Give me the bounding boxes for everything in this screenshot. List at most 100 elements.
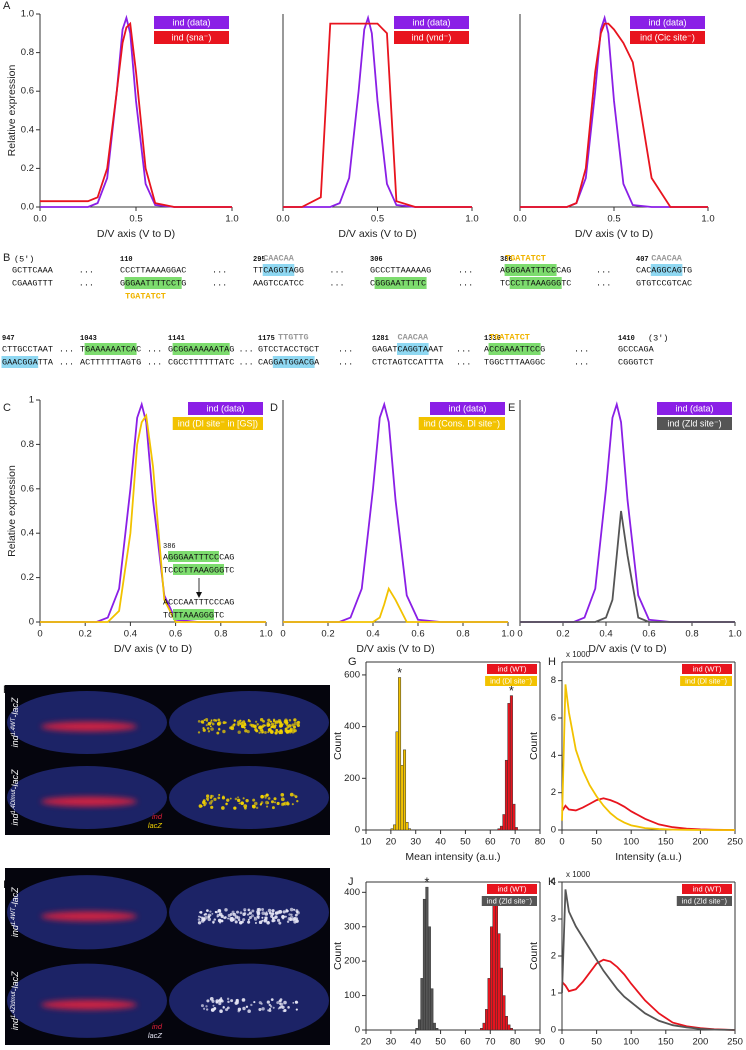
reporter: -lacZ bbox=[10, 769, 20, 790]
lacz-stain bbox=[258, 1001, 262, 1005]
histogram-bar bbox=[432, 1022, 436, 1031]
lacz-stain bbox=[200, 916, 204, 919]
lacz-stain bbox=[233, 806, 237, 810]
y-axis-label: Count bbox=[528, 942, 540, 970]
lacz-stain bbox=[293, 725, 296, 729]
sequence-segment: GATGGACG bbox=[273, 357, 314, 367]
histogram-bar bbox=[425, 886, 429, 1031]
x-tick-label: 1.0 bbox=[225, 214, 238, 225]
x-axis-label: D/V axis (V to D) bbox=[97, 228, 175, 240]
lacz-stain bbox=[217, 718, 221, 722]
lacz-stain bbox=[234, 920, 238, 924]
lacz-stain bbox=[247, 920, 251, 924]
lacz-stain bbox=[277, 730, 280, 733]
legend-label: ind (data) bbox=[172, 17, 210, 27]
lacz-stain bbox=[232, 912, 237, 917]
embryo bbox=[169, 875, 329, 950]
lacz-stain bbox=[293, 719, 296, 722]
ellipsis: ... bbox=[338, 357, 353, 367]
y-tick-label: 600 bbox=[344, 669, 360, 680]
motif-highlight bbox=[1, 356, 39, 368]
legend-swatch bbox=[680, 676, 732, 686]
x-tick-label: 200 bbox=[692, 837, 708, 848]
x-tick-label: 0 bbox=[559, 1037, 564, 1048]
allele: 1.4Zldmut bbox=[11, 991, 17, 1018]
lacz-stain bbox=[287, 1006, 290, 1009]
lacz-stain bbox=[210, 805, 214, 809]
x-tick-label: 0 bbox=[559, 837, 564, 848]
sequence-line: TGTTAAAGGGTC bbox=[163, 610, 224, 620]
lacz-stain bbox=[276, 1001, 280, 1005]
histogram-bar bbox=[422, 898, 426, 1031]
ind-stain bbox=[41, 721, 137, 732]
position-number: 1410 bbox=[618, 335, 635, 343]
lacz-stain bbox=[197, 921, 202, 925]
ellipsis: ... bbox=[147, 357, 162, 367]
lacz-stain bbox=[214, 910, 218, 914]
legend-label: ind (sna⁻) bbox=[172, 32, 212, 42]
lacz-stain bbox=[206, 799, 209, 802]
histogram-bar bbox=[487, 978, 491, 1031]
y-tick-label: 100 bbox=[344, 990, 360, 1001]
lacz-stain bbox=[271, 806, 275, 810]
lacz-stain bbox=[261, 908, 265, 911]
lacz-stain bbox=[226, 997, 230, 1001]
legend-swatch bbox=[630, 16, 705, 29]
motif-label: CAACAA bbox=[398, 332, 430, 342]
histogram-bar bbox=[420, 978, 424, 1031]
lacz-stain bbox=[213, 797, 217, 801]
lacz-stain bbox=[212, 1004, 215, 1007]
lacz-stain bbox=[282, 917, 284, 920]
lacz-stain bbox=[279, 998, 283, 1001]
x-tick-label: 0.6 bbox=[411, 629, 424, 640]
x-axis-label: D/V axis (V to D) bbox=[575, 228, 653, 240]
lacz-stain bbox=[267, 797, 271, 800]
sequence-line: TCCCTTAAAGGGTC bbox=[163, 565, 234, 575]
position-number: 306 bbox=[370, 256, 383, 264]
x-tick-label: 0.5 bbox=[371, 214, 384, 225]
legend-swatch bbox=[657, 417, 732, 430]
position-number: 110 bbox=[120, 256, 133, 264]
y-tick-label: 2 bbox=[551, 951, 556, 962]
lacz-stain bbox=[230, 726, 235, 731]
lacz-stain bbox=[289, 915, 294, 920]
legend-swatch bbox=[485, 676, 537, 686]
legend-label: ind (WT) bbox=[498, 884, 527, 893]
histogram-bar bbox=[417, 1019, 421, 1031]
sequence-segment: A bbox=[314, 357, 320, 367]
lacz-stain bbox=[239, 722, 242, 725]
lacz-stain bbox=[197, 720, 201, 723]
lacz-stain bbox=[251, 914, 254, 918]
lacz-stain bbox=[237, 1009, 241, 1013]
lacz-stain bbox=[236, 910, 239, 914]
ind-stain bbox=[41, 796, 137, 807]
lacz-stain bbox=[230, 999, 234, 1003]
x-tick-label: 100 bbox=[623, 837, 639, 848]
series-line bbox=[40, 401, 266, 623]
series-line bbox=[283, 14, 472, 208]
highlight bbox=[173, 609, 214, 620]
sequence-segment: CCCTTAAAAGGAC bbox=[120, 265, 186, 275]
legend-swatch bbox=[487, 664, 537, 674]
motif-label: CAACAA bbox=[263, 253, 295, 263]
lacz-stain bbox=[276, 801, 280, 806]
x-axis-label: D/V axis (V to D) bbox=[338, 228, 416, 240]
reporter: -lacZ bbox=[10, 887, 20, 908]
y-tick-label: 0.4 bbox=[21, 528, 34, 539]
legend-swatch bbox=[676, 896, 732, 906]
x-tick-label: 0.5 bbox=[607, 214, 620, 225]
histogram-bar bbox=[403, 749, 407, 831]
lacz-stain bbox=[265, 793, 269, 797]
legend-swatch bbox=[481, 896, 537, 906]
lacz-stain bbox=[283, 1000, 287, 1005]
lacz-stain bbox=[210, 719, 213, 722]
x-tick-label: 0.6 bbox=[169, 629, 182, 640]
legend-swatch bbox=[630, 31, 705, 44]
motif-highlight bbox=[374, 277, 427, 289]
lacz-stain bbox=[270, 998, 274, 1002]
ellipsis: ... bbox=[79, 278, 94, 288]
lacz-stain bbox=[243, 723, 247, 727]
y-tick-label: 4 bbox=[551, 877, 556, 888]
lacz-stain bbox=[234, 1001, 239, 1005]
legend-swatch bbox=[188, 402, 263, 415]
